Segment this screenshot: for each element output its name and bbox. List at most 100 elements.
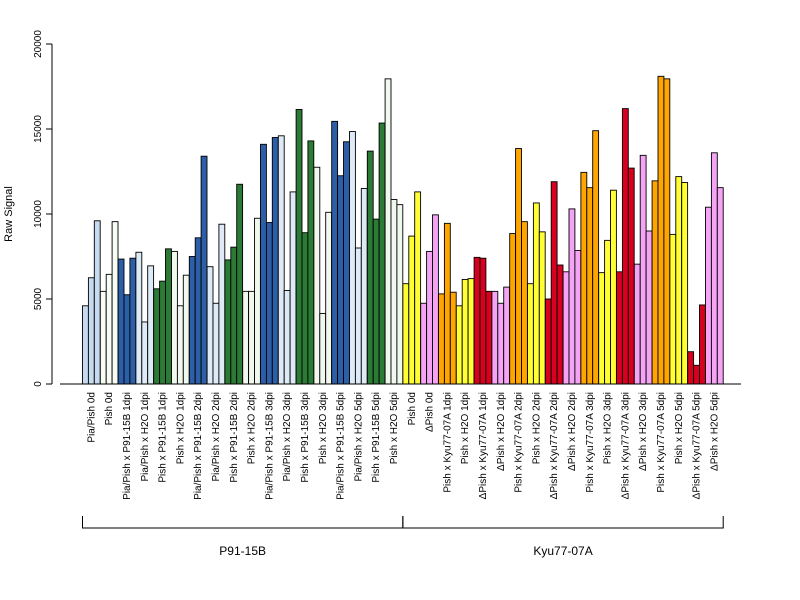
x-tick-label: Pish x Kyu77-07A 1dpi (442, 392, 453, 493)
x-tick-label: Pish x H2O 1dpi (460, 392, 471, 464)
bar (568, 208, 576, 385)
bar (604, 239, 611, 385)
bar (473, 256, 481, 385)
bar (639, 154, 647, 385)
bar (633, 263, 641, 385)
bar (141, 321, 149, 385)
bar (497, 302, 505, 385)
bar (491, 290, 499, 385)
x-tick-label: ΔPish x H2O 2dpi (567, 392, 578, 471)
x-tick-label: Pish x H2O 1dpi (175, 392, 186, 464)
x-tick-label: Pish x H2O 3dpi (603, 392, 614, 464)
bar (295, 108, 303, 385)
bar (176, 305, 184, 385)
y-tick-label: 10000 (33, 200, 44, 228)
bar (366, 150, 374, 385)
bar (254, 217, 261, 385)
bar (681, 182, 689, 385)
bar (509, 233, 517, 385)
bar (82, 305, 89, 385)
bar (337, 175, 344, 385)
y-tick-label: 20000 (33, 30, 44, 58)
bar (580, 171, 588, 385)
bar (171, 250, 178, 385)
bar (111, 221, 119, 385)
bar (135, 251, 143, 385)
x-tick-label: Pish x Kyu77-07A 5dpi (656, 392, 667, 493)
x-tick-label: Pish x H2O 5dpi (674, 392, 685, 464)
bar (710, 152, 718, 385)
bar (230, 246, 238, 385)
bar (283, 290, 291, 385)
x-tick-label: ΔPish x Kyu77-07A 1dpi (478, 392, 489, 499)
x-tick-label: ΔPish x Kyu77-07A 2dpi (549, 392, 560, 499)
bar (87, 277, 95, 385)
x-tick-label: ΔPish x Kyu77-07A 5dpi (692, 392, 703, 499)
bar (236, 183, 244, 385)
bar (574, 250, 582, 385)
x-tick-label: Pia/Pish x H2O 2dpi (211, 392, 222, 482)
bar (538, 231, 546, 385)
x-tick-label: ΔPish x H2O 3dpi (638, 392, 649, 471)
group-label: P91-15B (219, 544, 266, 558)
bar (705, 206, 712, 385)
bar (693, 364, 700, 385)
bar (432, 214, 439, 385)
bar (461, 279, 469, 385)
bar (598, 272, 606, 385)
x-tick-label: ΔPish 0d (425, 392, 436, 432)
x-tick-label: Pish x H2O 2dpi (531, 392, 542, 464)
x-tick-label: Pish x Kyu77-07A 3dpi (585, 392, 596, 493)
bar (586, 187, 594, 385)
bar (147, 265, 155, 385)
x-tick-label: Pia/Pish x P91-15B 1dpi (122, 392, 133, 500)
x-tick-label: Pish x H2O 5dpi (389, 392, 400, 464)
bar (105, 273, 113, 385)
bar (93, 220, 101, 385)
bar (455, 305, 463, 385)
bar (313, 166, 321, 385)
x-tick-label: Pish x P91-15B 5dpi (371, 392, 382, 483)
group-bracket (402, 516, 724, 529)
y-axis-label: Raw Signal (3, 186, 15, 242)
x-tick-label: Pish x P91-15B 3dpi (300, 392, 311, 483)
bar (716, 187, 724, 385)
y-tick-label: 0 (33, 381, 44, 387)
group-brackets: P91-15B Kyu77-07A (82, 516, 724, 558)
bar (242, 290, 250, 385)
bar (402, 283, 410, 385)
bar (194, 237, 202, 385)
bar (384, 78, 392, 385)
x-tick-label: Pia/Pish x P91-15B 2dpi (193, 392, 204, 500)
bar (360, 188, 368, 385)
bar (99, 290, 107, 385)
bar (200, 155, 208, 385)
bar (123, 294, 131, 385)
bar (182, 274, 190, 385)
bar (372, 218, 380, 385)
bar (325, 211, 333, 385)
bar (527, 283, 534, 385)
x-tick-label: ΔPish x H2O 1dpi (496, 392, 507, 471)
bar (260, 143, 267, 385)
bar (651, 180, 659, 385)
x-tick-label: ΔPish x H2O 5dpi (709, 392, 720, 471)
bar (289, 191, 297, 385)
bar (550, 181, 558, 385)
bar (420, 302, 428, 385)
bar (224, 259, 232, 385)
bar (188, 256, 196, 385)
bar (532, 202, 540, 385)
bar (485, 290, 493, 385)
bar (621, 108, 629, 385)
y-tick-label: 15000 (33, 115, 44, 143)
bar (117, 258, 125, 385)
bar (271, 137, 279, 385)
bar (657, 75, 665, 385)
bar (159, 280, 166, 385)
bar (503, 286, 511, 385)
bar (153, 288, 161, 385)
bar (669, 233, 677, 385)
bar (307, 140, 315, 385)
